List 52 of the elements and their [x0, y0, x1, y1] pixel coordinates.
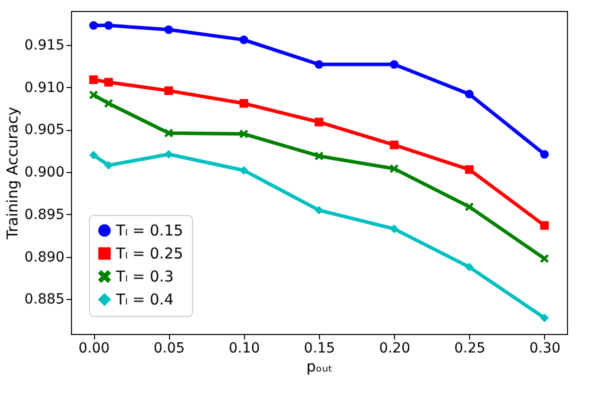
point	[164, 128, 174, 138]
legend-label: Tₗ = 0.25	[115, 244, 184, 262]
point	[240, 130, 248, 138]
y-tick-label: 0.905	[24, 122, 64, 138]
point	[104, 78, 113, 87]
point	[240, 36, 248, 44]
point	[240, 99, 248, 108]
point	[89, 21, 98, 30]
point	[390, 164, 398, 174]
point	[164, 150, 174, 159]
point	[164, 86, 174, 96]
point	[464, 165, 474, 174]
x-tick-label: 0.00	[78, 340, 110, 356]
point	[540, 221, 549, 230]
point	[104, 21, 113, 30]
point	[390, 140, 398, 150]
point	[464, 90, 474, 98]
point	[89, 90, 98, 100]
y-tick-label: 0.885	[24, 292, 64, 308]
point	[104, 160, 113, 170]
point	[540, 254, 549, 263]
point	[314, 152, 324, 160]
point	[390, 224, 398, 234]
x-tick-label: 0.05	[154, 340, 185, 356]
point	[540, 150, 549, 159]
x-tick-label: 0.20	[379, 340, 410, 356]
legend-label: Tₗ = 0.4	[115, 290, 174, 308]
x-tick-label: 0.10	[228, 340, 260, 356]
point	[89, 150, 98, 160]
point	[314, 206, 324, 215]
y-axis-title: Training Accuracy	[3, 106, 22, 240]
x-tick-label: 0.25	[454, 340, 486, 356]
legend-label: Tₗ = 0.15	[115, 222, 184, 240]
y-tick-label: 0.900	[24, 164, 64, 181]
y-tick-label: 0.890	[24, 249, 64, 266]
point	[540, 314, 549, 322]
y-tick-label: 0.910	[24, 80, 64, 96]
y-tick-label: 0.895	[24, 206, 64, 223]
point	[464, 262, 474, 272]
point	[89, 75, 98, 84]
point	[314, 60, 324, 69]
x-axis-title: pₒᵤₜ	[306, 358, 333, 376]
x-tick-label: 0.30	[529, 340, 561, 356]
point	[240, 166, 248, 175]
point	[390, 60, 398, 69]
point	[314, 118, 324, 126]
x-tick-label: 0.15	[304, 340, 336, 356]
point	[164, 25, 174, 34]
y-tick-label: 0.915	[24, 37, 64, 54]
point	[104, 99, 113, 108]
point	[464, 202, 474, 212]
legend-label: Tₗ = 0.3	[115, 268, 174, 286]
